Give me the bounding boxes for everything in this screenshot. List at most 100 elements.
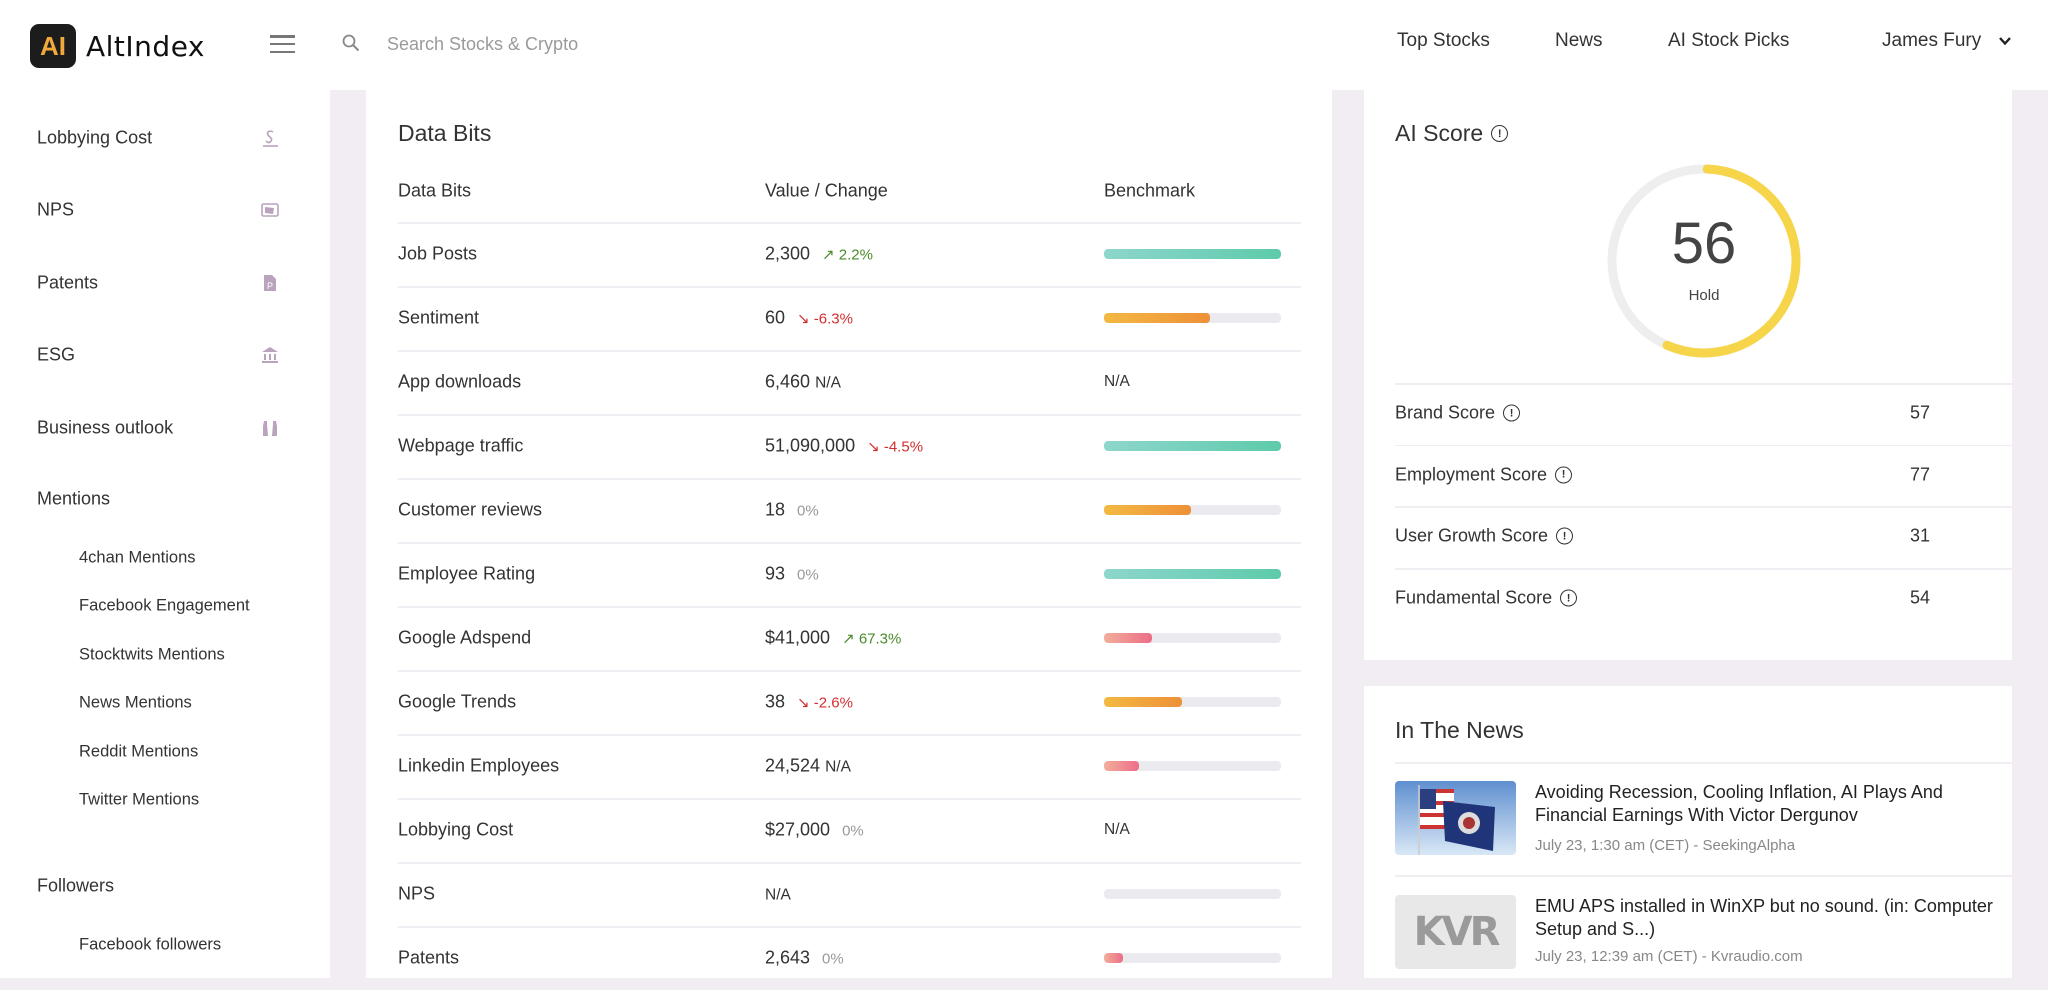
divider: [398, 798, 1301, 800]
benchmark-fill: [1104, 249, 1281, 259]
score-value: 31: [1910, 525, 1931, 546]
change-indicator: ↘ -4.5%: [867, 438, 924, 456]
ai-score-rating: Hold: [1688, 287, 1720, 304]
sidebar-subitem[interactable]: Facebook Engagement: [79, 596, 250, 615]
chevron-down-icon[interactable]: [1998, 34, 2012, 48]
sidebar-item[interactable]: Lobbying Cost: [37, 127, 153, 148]
sidebar-subitem[interactable]: Reddit Mentions: [79, 742, 199, 761]
databit-value: $27,000: [765, 819, 831, 840]
column-header-value-change: Value / Change: [765, 180, 888, 201]
sidebar-item[interactable]: NPS: [37, 199, 75, 220]
benchmark-text: N/A: [1104, 821, 1130, 838]
change-indicator: ↗ 67.3%: [842, 630, 902, 648]
databit-value: 2,300: [765, 243, 811, 264]
databit-value: $41,000: [765, 627, 831, 648]
score-label-text: Employment Score: [1395, 464, 1548, 485]
divider: [398, 414, 1301, 416]
table-row[interactable]: Linkedin Employees 24,524 N/A: [398, 734, 1301, 798]
table-row[interactable]: Sentiment 60 ↘ -6.3%: [398, 286, 1301, 350]
benchmark-bar: [1104, 505, 1281, 515]
divider: [1395, 762, 2012, 764]
table-row[interactable]: Job Posts 2,300 ↗ 2.2%: [398, 222, 1301, 286]
benchmark-bar: [1104, 761, 1281, 771]
change-indicator: N/A: [815, 374, 841, 392]
info-icon[interactable]: !: [1556, 527, 1574, 545]
logo-text[interactable]: AltIndex: [86, 30, 205, 63]
gauge-arc: [1607, 164, 1801, 358]
databit-value: 2,643: [765, 947, 811, 968]
databit-name: Patents: [398, 947, 460, 968]
change-indicator: ↘ -2.6%: [797, 694, 853, 712]
divider: [1395, 506, 2012, 508]
table-row[interactable]: Google Trends 38 ↘ -2.6%: [398, 670, 1301, 734]
news-thumbnail-kvr-logo[interactable]: KVR: [1395, 895, 1516, 969]
sidebar-section-followers[interactable]: Followers: [37, 875, 115, 896]
databit-name: Employee Rating: [398, 563, 536, 584]
search-input[interactable]: [387, 30, 787, 58]
news-item-title[interactable]: Avoiding Recession, Cooling Inflation, A…: [1535, 782, 1943, 825]
value-change: 60 ↘ -6.3%: [765, 308, 853, 329]
benchmark-bar: [1104, 313, 1281, 323]
databit-value: 18: [765, 499, 786, 520]
sidebar-item[interactable]: Business outlook: [37, 417, 174, 438]
change-indicator: ↗ 2.2%: [822, 246, 873, 264]
score-label: User Growth Score!: [1395, 526, 1574, 547]
databit-name: Google Adspend: [398, 627, 532, 648]
databit-value: 60: [765, 307, 786, 328]
ai-score-title: AI Score!: [1395, 120, 1509, 147]
table-row[interactable]: NPS N/A: [398, 862, 1301, 926]
menu-icon[interactable]: [270, 35, 295, 53]
sidebar-subitem[interactable]: Twitter Mentions: [79, 790, 200, 809]
change-indicator: ↘ -6.3%: [797, 310, 853, 328]
databit-value: 51,090,000: [765, 435, 856, 456]
databit-name: NPS: [398, 883, 436, 904]
info-icon[interactable]: !: [1560, 589, 1578, 607]
dollar-sign-icon: [260, 128, 280, 148]
sidebar-subitem[interactable]: News Mentions: [79, 693, 192, 712]
logo-mark[interactable]: AI: [30, 24, 76, 68]
value-change: 2,300 ↗ 2.2%: [765, 244, 873, 265]
table-row[interactable]: Customer reviews 18 0%: [398, 478, 1301, 542]
news-item-title[interactable]: EMU APS installed in WinXP but no sound.…: [1535, 896, 1993, 939]
change-indicator: 0%: [797, 566, 819, 584]
benchmark-fill: [1104, 953, 1124, 963]
sidebar-item[interactable]: ESG: [37, 344, 76, 365]
divider: [398, 862, 1301, 864]
divider: [1395, 875, 2012, 877]
info-icon[interactable]: !: [1491, 125, 1509, 142]
table-row[interactable]: Lobbying Cost $27,000 0% N/A: [398, 798, 1301, 862]
sidebar-item[interactable]: Patents: [37, 272, 99, 293]
bank-building-icon: [260, 345, 280, 365]
table-row[interactable]: App downloads 6,460 N/A N/A: [398, 350, 1301, 414]
nav-top-stocks[interactable]: Top Stocks: [1397, 30, 1490, 51]
column-header-data-bits: Data Bits: [398, 180, 472, 201]
nav-ai-stock-picks[interactable]: AI Stock Picks: [1668, 30, 1790, 51]
info-icon[interactable]: !: [1503, 404, 1521, 422]
table-row[interactable]: Webpage traffic 51,090,000 ↘ -4.5%: [398, 414, 1301, 478]
news-thumbnail-flags[interactable]: [1395, 781, 1516, 855]
benchmark-bar: [1104, 889, 1281, 899]
info-icon[interactable]: !: [1555, 466, 1573, 484]
databit-name: Sentiment: [398, 307, 480, 328]
databit-name: Lobbying Cost: [398, 819, 514, 840]
databit-name: Webpage traffic: [398, 435, 524, 456]
nps-card-icon: [260, 200, 280, 220]
nav-news[interactable]: News: [1555, 30, 1603, 51]
benchmark-bar: [1104, 569, 1281, 579]
top-header: AI AltIndex Top Stocks News AI Stock Pic…: [0, 0, 2048, 90]
user-menu[interactable]: James Fury: [1882, 30, 1982, 51]
table-row[interactable]: Patents 2,643 0%: [398, 926, 1301, 990]
table-row[interactable]: Google Adspend $41,000 ↗ 67.3%: [398, 606, 1301, 670]
ai-score-gauge: [1607, 164, 1801, 358]
news-item-meta: July 23, 1:30 am (CET) - SeekingAlpha: [1535, 837, 1796, 854]
benchmark-bar: [1104, 697, 1281, 707]
databit-name: Linkedin Employees: [398, 755, 560, 776]
table-row[interactable]: Employee Rating 93 0%: [398, 542, 1301, 606]
sidebar-subitem[interactable]: Facebook followers: [79, 935, 222, 954]
sidebar-subitem[interactable]: Stocktwits Mentions: [79, 645, 225, 664]
change-indicator: 0%: [842, 822, 864, 840]
score-value: 57: [1910, 402, 1931, 423]
data-bits-card: [366, 90, 1332, 978]
sidebar-subitem[interactable]: 4chan Mentions: [79, 548, 196, 567]
sidebar-section-mentions[interactable]: Mentions: [37, 488, 111, 509]
